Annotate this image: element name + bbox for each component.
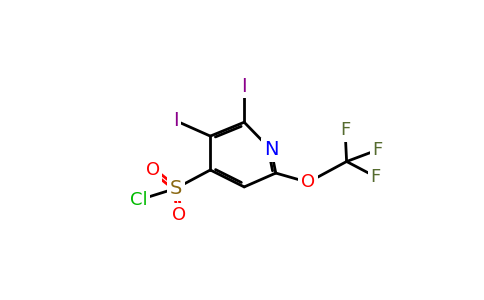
- Text: Cl: Cl: [130, 191, 148, 209]
- Text: I: I: [173, 111, 179, 130]
- Text: O: O: [172, 206, 187, 224]
- Text: O: O: [146, 161, 160, 179]
- Text: F: F: [340, 121, 350, 139]
- Text: F: F: [371, 168, 381, 186]
- Text: F: F: [372, 141, 382, 159]
- Text: S: S: [169, 179, 182, 198]
- Text: N: N: [264, 140, 278, 160]
- Text: I: I: [242, 76, 247, 95]
- Text: O: O: [301, 173, 315, 191]
